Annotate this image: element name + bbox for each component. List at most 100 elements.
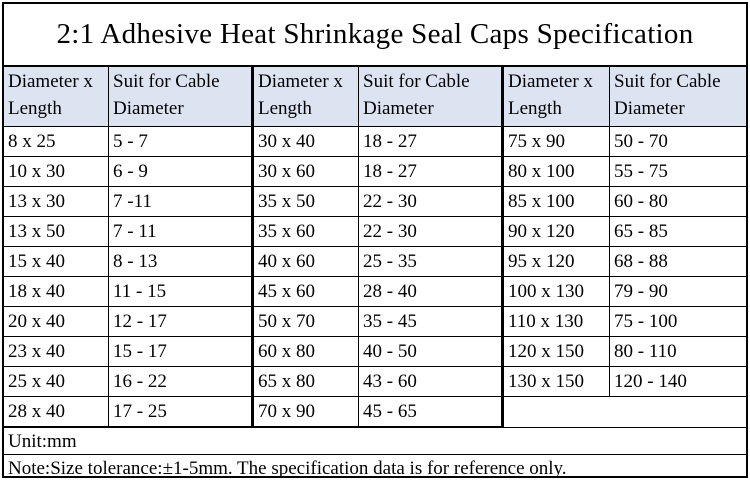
cell-cable-diameter: 22 - 30 — [363, 221, 417, 242]
cell-cable-diameter: 18 - 27 — [363, 131, 417, 152]
table-title: 2:1 Adhesive Heat Shrinkage Seal Caps Sp… — [4, 4, 746, 67]
cell-diameter-length: 60 x 80 — [254, 337, 359, 366]
table-row: 28 x 40 17 - 25 — [4, 397, 251, 427]
cell-cable-diameter: 35 - 45 — [363, 311, 417, 332]
table-row: 15 x 40 8 - 13 — [4, 247, 251, 277]
header-line: Suit for Cable — [614, 71, 721, 92]
cell-cable-diameter: 6 - 9 — [113, 161, 148, 182]
cell-cable-diameter: 25 - 35 — [363, 251, 417, 272]
cell-diameter-length: 30 x 40 — [254, 127, 359, 156]
table-row: 65 x 80 43 - 60 — [254, 367, 501, 397]
column-header-row: Diameter x Length Suit for Cable Diameter — [254, 67, 501, 127]
cell-cable-diameter: 7 - 11 — [113, 221, 157, 242]
cell-diameter-length: 80 x 100 — [504, 157, 610, 186]
cell-cable-diameter: 11 - 15 — [113, 281, 167, 302]
cell-diameter-length: 85 x 100 — [504, 187, 610, 216]
header-line: Length — [508, 98, 562, 119]
cell-diameter-length: 110 x 130 — [504, 307, 610, 336]
table-row: 40 x 60 25 - 35 — [254, 247, 501, 277]
cell-diameter-length: 95 x 120 — [504, 247, 610, 276]
table-row: 130 x 150 120 - 140 — [504, 367, 746, 397]
table-row: 70 x 90 45 - 65 — [254, 397, 501, 427]
cell-diameter-length: 65 x 80 — [254, 367, 359, 396]
header-line: Diameter — [363, 98, 434, 119]
cell-diameter-length: 30 x 60 — [254, 157, 359, 186]
cell-diameter-length: 13 x 30 — [4, 187, 109, 216]
table-row: 120 x 150 80 - 110 — [504, 337, 746, 367]
header-line: Suit for Cable — [113, 71, 220, 92]
cell-cable-diameter: 65 - 85 — [614, 221, 668, 242]
table-row: 30 x 40 18 - 27 — [254, 127, 501, 157]
column-header-row: Diameter x Length Suit for Cable Diameter — [504, 67, 746, 127]
header-cable-diameter: Suit for Cable Diameter — [109, 67, 251, 126]
cell-cable-diameter: 7 -11 — [113, 191, 152, 212]
header-line: Length — [8, 98, 62, 119]
cell-cable-diameter: 5 - 7 — [113, 131, 148, 152]
table-row: 50 x 70 35 - 45 — [254, 307, 501, 337]
empty-row — [504, 397, 746, 427]
table-row: 100 x 130 79 - 90 — [504, 277, 746, 307]
table-row: 90 x 120 65 - 85 — [504, 217, 746, 247]
spec-table: Diameter x Length Suit for Cable Diameter 8 … — [4, 67, 746, 427]
cell-diameter-length: 120 x 150 — [504, 337, 610, 366]
table-row: 13 x 30 7 -11 — [4, 187, 251, 217]
table-row: 13 x 50 7 - 11 — [4, 217, 251, 247]
cell-diameter-length: 28 x 40 — [4, 397, 109, 426]
header-line: Diameter — [614, 98, 685, 119]
cell-diameter-length: 50 x 70 — [254, 307, 359, 336]
header-line: Length — [258, 98, 312, 119]
cell-diameter-length: 18 x 40 — [4, 277, 109, 306]
table-row: 75 x 90 50 - 70 — [504, 127, 746, 157]
table-row: 35 x 60 22 - 30 — [254, 217, 501, 247]
cell-diameter-length: 40 x 60 — [254, 247, 359, 276]
cell-diameter-length: 13 x 50 — [4, 217, 109, 246]
column-header-row: Diameter x Length Suit for Cable Diameter — [4, 67, 251, 127]
cell-cable-diameter: 50 - 70 — [614, 131, 668, 152]
cell-diameter-length — [504, 397, 610, 427]
table-row: 30 x 60 18 - 27 — [254, 157, 501, 187]
header-line: Diameter x — [258, 71, 343, 92]
spec-column-group: Diameter x Length Suit for Cable Diameter 75… — [504, 67, 746, 427]
table-row: 18 x 40 11 - 15 — [4, 277, 251, 307]
cell-diameter-length: 15 x 40 — [4, 247, 109, 276]
cell-diameter-length: 100 x 130 — [504, 277, 610, 306]
cell-cable-diameter: 60 - 80 — [614, 191, 668, 212]
spec-column-group: Diameter x Length Suit for Cable Diameter 30… — [254, 67, 504, 427]
cell-cable-diameter: 28 - 40 — [363, 281, 417, 302]
cell-diameter-length: 25 x 40 — [4, 367, 109, 396]
cell-cable-diameter: 55 - 75 — [614, 161, 668, 182]
cell-cable-diameter: 120 - 140 — [614, 371, 687, 392]
cell-cable-diameter: 22 - 30 — [363, 191, 417, 212]
cell-diameter-length: 35 x 50 — [254, 187, 359, 216]
cell-diameter-length: 45 x 60 — [254, 277, 359, 306]
cell-cable-diameter: 40 - 50 — [363, 341, 417, 362]
spec-column-group: Diameter x Length Suit for Cable Diameter 8 … — [4, 67, 254, 427]
cell-cable-diameter: 79 - 90 — [614, 281, 668, 302]
table-row: 60 x 80 40 - 50 — [254, 337, 501, 367]
table-row: 10 x 30 6 - 9 — [4, 157, 251, 187]
header-line: Diameter x — [508, 71, 593, 92]
cell-cable-diameter: 16 - 22 — [113, 371, 167, 392]
header-line: Suit for Cable — [363, 71, 470, 92]
cell-cable-diameter — [610, 397, 746, 427]
table-row: 23 x 40 15 - 17 — [4, 337, 251, 367]
cell-cable-diameter: 45 - 65 — [363, 401, 417, 422]
cell-cable-diameter: 12 - 17 — [113, 311, 167, 332]
cell-cable-diameter: 75 - 100 — [614, 311, 678, 332]
cell-diameter-length: 23 x 40 — [4, 337, 109, 366]
table-row: 80 x 100 55 - 75 — [504, 157, 746, 187]
cell-diameter-length: 75 x 90 — [504, 127, 610, 156]
cell-diameter-length: 10 x 30 — [4, 157, 109, 186]
header-cable-diameter: Suit for Cable Diameter — [359, 67, 501, 126]
cell-diameter-length: 8 x 25 — [4, 127, 109, 156]
cell-cable-diameter: 17 - 25 — [113, 401, 167, 422]
table-row: 85 x 100 60 - 80 — [504, 187, 746, 217]
header-cable-diameter: Suit for Cable Diameter — [610, 67, 746, 126]
header-line: Diameter — [113, 98, 184, 119]
note-text: Note:Size tolerance:±1-5mm. The specific… — [4, 454, 746, 481]
unit-label: Unit:mm — [4, 427, 746, 454]
cell-diameter-length: 20 x 40 — [4, 307, 109, 336]
table-row: 8 x 25 5 - 7 — [4, 127, 251, 157]
header-diameter-length: Diameter x Length — [4, 67, 109, 126]
